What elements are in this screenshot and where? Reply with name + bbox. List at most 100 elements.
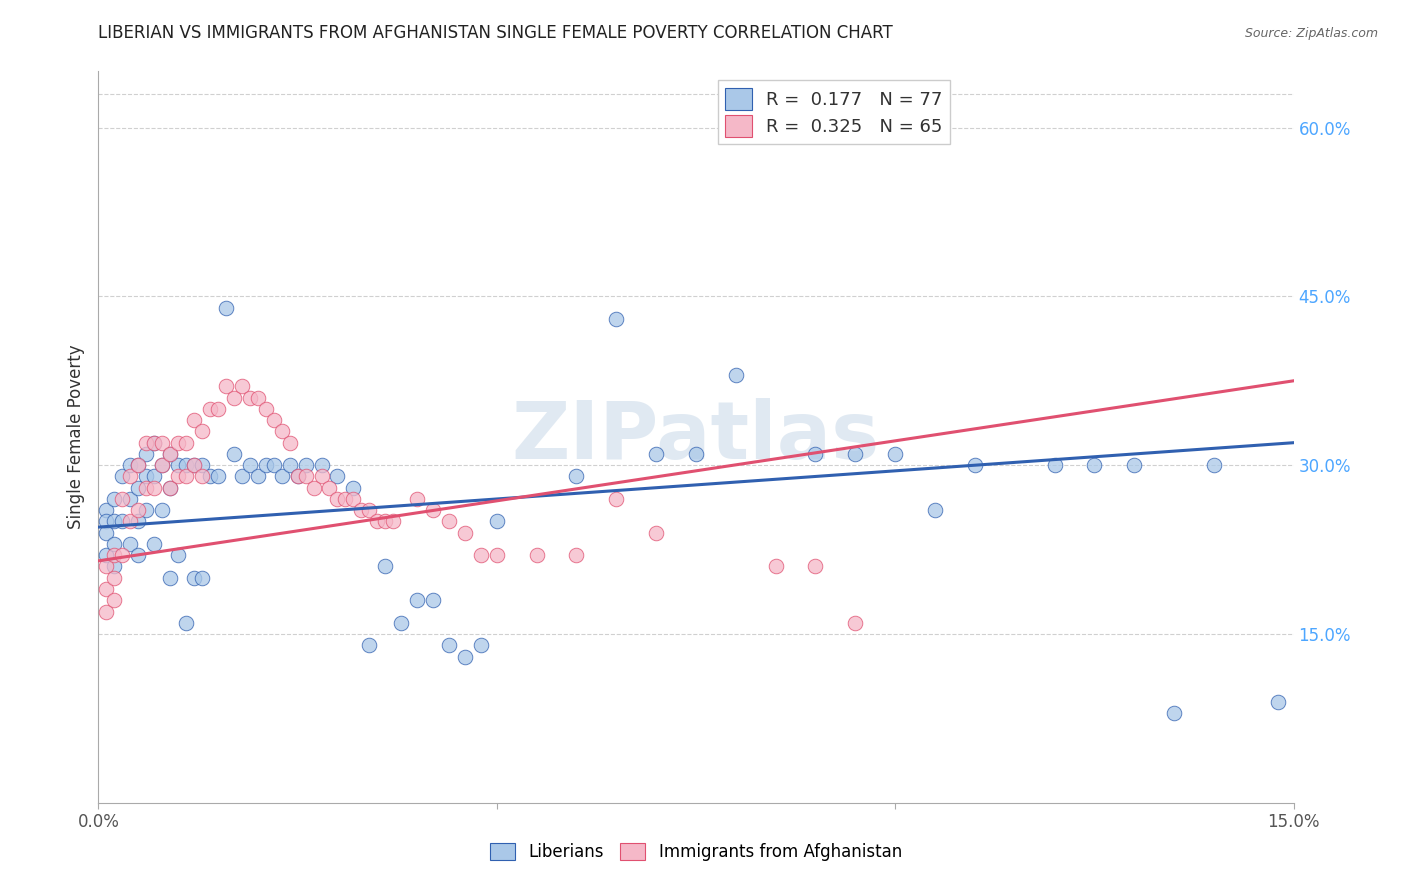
Point [222,447,245,461]
Point [135,503,157,517]
Point [565,548,588,562]
Point [311,469,333,483]
Point [183,458,205,473]
Text: Source: ZipAtlas.com: Source: ZipAtlas.com [1244,27,1378,40]
Point [924,503,946,517]
Point [96,548,118,562]
Point [135,435,157,450]
Point [287,469,309,483]
Point [406,491,429,506]
Point [96,605,118,619]
Point [605,312,627,326]
Point [302,481,325,495]
Point [103,537,125,551]
Point [183,571,205,585]
Point [359,503,381,517]
Point [963,458,986,473]
Point [167,548,190,562]
Point [120,458,142,473]
Point [311,458,333,473]
Point [1083,458,1105,473]
Point [159,447,181,461]
Point [103,571,125,585]
Point [374,515,396,529]
Point [150,458,173,473]
Point [111,491,134,506]
Point [342,491,364,506]
Point [111,469,134,483]
Point [382,515,405,529]
Point [294,469,316,483]
Point [111,548,134,562]
Point [150,503,173,517]
Point [342,481,364,495]
Point [191,425,214,439]
Point [103,593,125,607]
Point [143,469,166,483]
Point [526,548,548,562]
Point [198,401,221,416]
Point [135,481,157,495]
Point [143,481,166,495]
Point [294,458,316,473]
Point [150,458,173,473]
Point [111,515,134,529]
Point [174,615,197,630]
Point [174,435,197,450]
Point [222,391,245,405]
Point [485,548,508,562]
Point [159,481,181,495]
Point [239,391,262,405]
Point [844,447,866,461]
Point [326,469,349,483]
Point [127,503,149,517]
Point [198,469,221,483]
Point [103,559,125,574]
Point [231,469,253,483]
Point [127,481,149,495]
Point [135,469,157,483]
Point [127,548,149,562]
Point [159,571,181,585]
Point [254,401,277,416]
Point [366,515,388,529]
Point [120,491,142,506]
Point [167,458,190,473]
Point [191,571,214,585]
Point [350,503,373,517]
Point [127,458,149,473]
Point [159,447,181,461]
Point [183,458,205,473]
Point [96,559,118,574]
Point [605,491,627,506]
Point [485,515,508,529]
Point [174,469,197,483]
Point [254,458,277,473]
Point [270,469,292,483]
Y-axis label: Single Female Poverty: Single Female Poverty [66,345,84,529]
Point [246,391,269,405]
Point [127,458,149,473]
Point [645,447,668,461]
Point [454,525,477,540]
Point [1163,706,1185,720]
Point [1043,458,1066,473]
Point [103,548,125,562]
Point [645,525,668,540]
Point [685,447,707,461]
Point [422,503,444,517]
Point [231,379,253,393]
Point [159,481,181,495]
Point [143,435,166,450]
Point [1202,458,1225,473]
Point [335,491,357,506]
Point [454,649,477,664]
Point [470,638,492,652]
Point [120,515,142,529]
Point [389,615,412,630]
Point [437,515,460,529]
Point [207,469,229,483]
Point [287,469,309,483]
Point [278,458,301,473]
Point [207,401,229,416]
